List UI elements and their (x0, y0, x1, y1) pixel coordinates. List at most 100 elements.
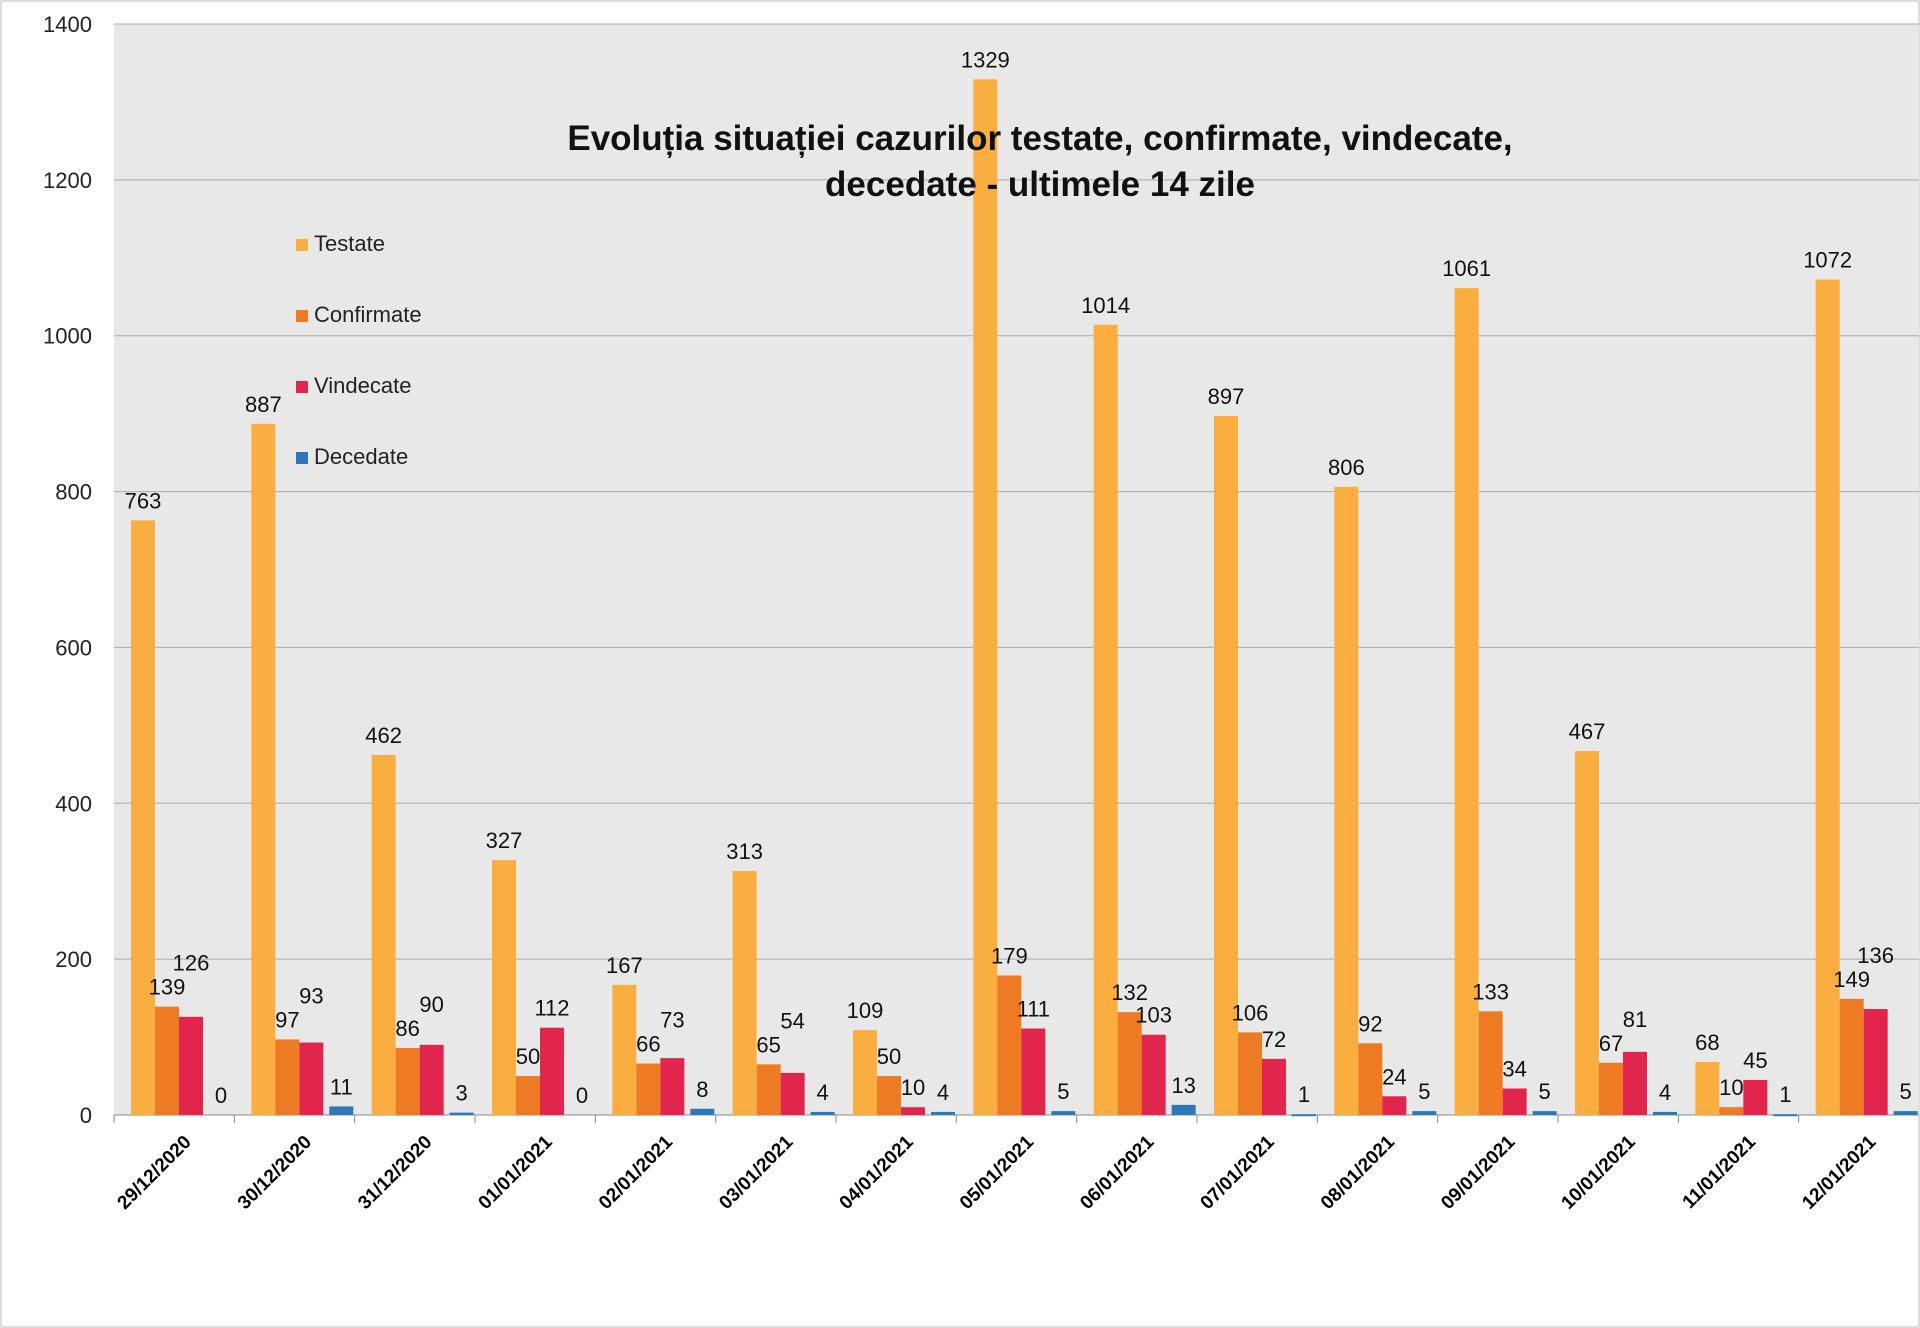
bar-decedate (1292, 1114, 1316, 1117)
data-label: 68 (1695, 1030, 1719, 1055)
bar-testate (1575, 751, 1599, 1115)
data-label: 133 (1472, 979, 1509, 1004)
bar-decedate (1532, 1111, 1557, 1115)
data-label: 4 (937, 1080, 949, 1105)
bar-decedate (1412, 1111, 1437, 1115)
data-label: 8 (696, 1077, 708, 1102)
data-label: 72 (1262, 1027, 1286, 1052)
bar-confirmate (1839, 998, 1864, 1115)
chart-title-line-2: decedate - ultimele 14 zile (825, 165, 1255, 204)
legend-swatch-decedate (296, 452, 308, 464)
bar-confirmate (877, 1076, 901, 1115)
bar-vindecate (179, 1016, 203, 1115)
data-label: 763 (125, 488, 162, 513)
bar-confirmate (1238, 1032, 1262, 1115)
data-label: 11 (330, 1074, 353, 1099)
data-label: 67 (1599, 1031, 1623, 1056)
bar-decedate (329, 1106, 354, 1115)
data-label: 3 (456, 1081, 468, 1106)
bar-testate (492, 860, 516, 1115)
bar-decedate (690, 1108, 715, 1115)
bar-confirmate (516, 1076, 540, 1115)
data-label: 4 (817, 1080, 829, 1105)
data-label: 897 (1208, 384, 1245, 409)
data-label: 1014 (1081, 293, 1130, 318)
data-label: 139 (149, 975, 186, 1000)
data-label: 5 (1057, 1079, 1069, 1104)
data-label: 50 (516, 1044, 540, 1069)
plot-area (114, 24, 1919, 1115)
data-label: 34 (1502, 1057, 1526, 1082)
data-label: 806 (1328, 455, 1365, 480)
data-label: 109 (847, 998, 884, 1023)
bar-decedate (449, 1112, 474, 1115)
data-label: 54 (780, 1008, 804, 1033)
bar-vindecate (540, 1027, 564, 1115)
bar-confirmate (756, 1064, 781, 1115)
data-label: 167 (606, 953, 643, 978)
y-tick-label: 600 (55, 635, 92, 660)
bar-testate (973, 79, 998, 1115)
data-label: 1072 (1803, 248, 1852, 273)
bar-confirmate (1719, 1107, 1744, 1115)
bar-confirmate (1117, 1012, 1142, 1115)
data-label: 66 (636, 1032, 660, 1057)
y-tick-label: 1000 (43, 324, 92, 349)
data-label: 93 (299, 983, 323, 1008)
bar-decedate (1893, 1111, 1918, 1115)
bar-decedate (1051, 1111, 1076, 1115)
legend-swatch-confirmate (296, 310, 308, 322)
data-label: 4 (1659, 1080, 1671, 1105)
y-tick-label: 1400 (43, 12, 92, 37)
bar-vindecate (1863, 1009, 1888, 1115)
data-label: 13 (1171, 1073, 1195, 1098)
data-label: 10 (1719, 1075, 1743, 1100)
bar-testate (1334, 486, 1359, 1115)
data-label: 462 (365, 723, 402, 748)
data-label: 24 (1382, 1064, 1406, 1089)
bar-testate (1695, 1062, 1720, 1115)
data-label: 81 (1623, 1007, 1647, 1032)
bar-vindecate (1502, 1088, 1527, 1115)
data-label: 327 (486, 828, 523, 853)
data-label: 1 (1298, 1082, 1310, 1107)
bar-decedate (1171, 1104, 1196, 1115)
data-label: 106 (1232, 1000, 1269, 1025)
data-label: 313 (726, 839, 763, 864)
data-label: 111 (1017, 996, 1050, 1021)
data-label: 887 (245, 392, 282, 417)
bar-testate (1454, 288, 1479, 1115)
data-label: 92 (1358, 1011, 1382, 1036)
data-label: 136 (1857, 943, 1894, 968)
bar-confirmate (1599, 1062, 1623, 1115)
legend-label: Testate (314, 231, 385, 256)
data-label: 126 (173, 951, 210, 976)
data-label: 10 (901, 1075, 925, 1100)
data-label: 0 (576, 1083, 588, 1108)
bar-confirmate (395, 1047, 420, 1115)
data-label: 112 (534, 996, 569, 1021)
bar-vindecate (1141, 1034, 1166, 1115)
y-tick-label: 800 (55, 480, 92, 505)
y-tick-label: 1200 (43, 168, 92, 193)
bar-vindecate (419, 1044, 444, 1115)
bar-testate (1815, 279, 1840, 1115)
chart-title-line-1: Evoluția situației cazurilor testate, co… (567, 119, 1512, 158)
bar-testate (853, 1030, 877, 1115)
legend-label: Vindecate (314, 373, 411, 398)
bar-vindecate (1382, 1096, 1407, 1115)
data-label: 1 (1779, 1082, 1791, 1107)
data-label: 1329 (961, 47, 1010, 72)
bar-confirmate (997, 975, 1022, 1115)
bar-testate (1093, 324, 1118, 1115)
data-label: 103 (1135, 1003, 1172, 1028)
bar-vindecate (660, 1058, 685, 1115)
bar-testate (251, 423, 276, 1115)
y-tick-label: 0 (80, 1103, 92, 1128)
y-tick-label: 400 (55, 791, 92, 816)
data-label: 179 (991, 944, 1028, 969)
bar-decedate (1653, 1111, 1677, 1115)
bar-testate (612, 984, 637, 1115)
bar-confirmate (636, 1063, 661, 1115)
